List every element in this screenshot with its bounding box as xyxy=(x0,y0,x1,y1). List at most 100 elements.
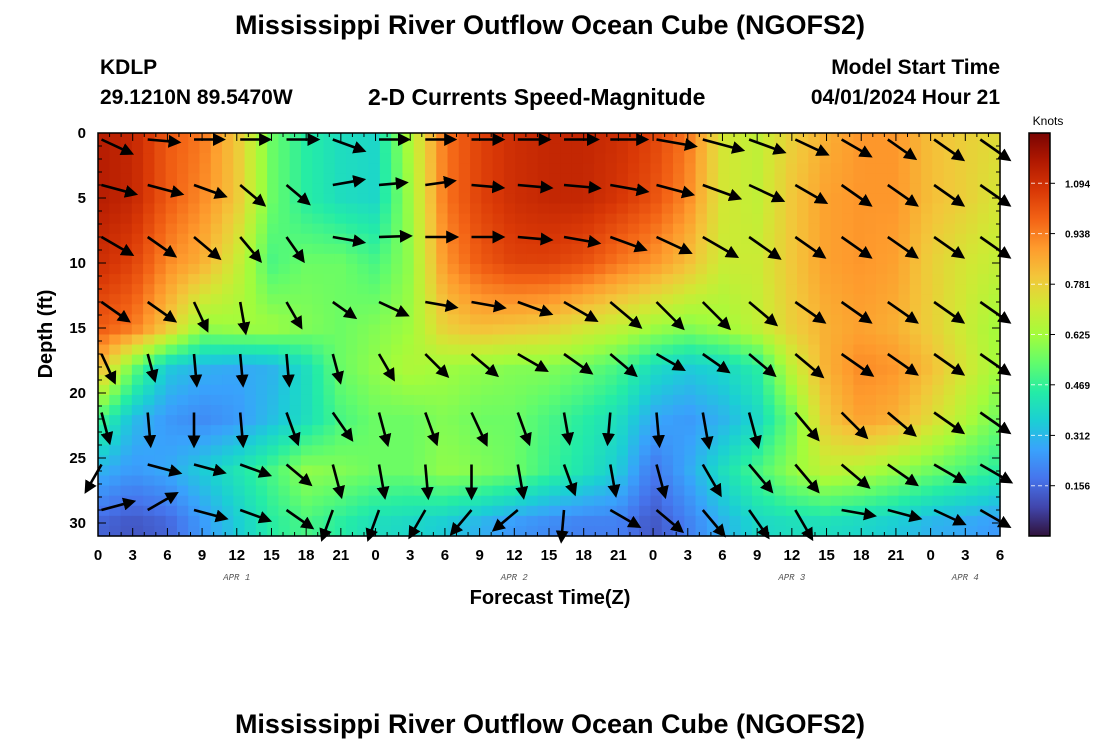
heat-cell xyxy=(785,153,798,164)
heat-cell xyxy=(988,465,1001,477)
heat-cell xyxy=(909,334,922,346)
heat-cell xyxy=(673,334,685,346)
heat-cell xyxy=(740,435,753,446)
heat-cell xyxy=(582,173,595,184)
heat-cell xyxy=(875,515,888,527)
heat-cell xyxy=(267,344,280,356)
heat-cell xyxy=(470,374,482,386)
heat-cell xyxy=(143,344,155,356)
current-vector xyxy=(656,183,696,199)
current-vector xyxy=(887,463,919,487)
heat-cell xyxy=(154,284,167,295)
heat-cell xyxy=(853,263,866,275)
heat-cell xyxy=(537,515,550,527)
heat-cell xyxy=(120,173,133,184)
heat-cell xyxy=(210,263,223,275)
heat-cell xyxy=(312,425,325,436)
heat-cell xyxy=(582,284,595,295)
heat-cell xyxy=(582,274,595,285)
heat-cell xyxy=(98,495,110,507)
heat-cell xyxy=(492,374,505,386)
heat-cell xyxy=(988,213,1001,225)
heat-cell xyxy=(875,243,888,255)
heat-cell xyxy=(887,274,900,285)
heat-cell xyxy=(898,405,911,416)
heat-cell xyxy=(639,253,652,265)
heat-cell xyxy=(109,203,122,215)
heat-cell xyxy=(165,193,178,205)
heat-cell xyxy=(819,515,832,527)
heat-cell xyxy=(706,213,719,225)
heat-cell xyxy=(684,153,697,164)
heat-cell xyxy=(436,183,449,195)
heat-cell xyxy=(571,294,584,305)
heat-cell xyxy=(875,505,888,517)
heat-cell xyxy=(188,324,201,336)
heat-cell xyxy=(887,233,900,245)
heat-cell xyxy=(864,324,877,336)
heat-cell xyxy=(864,173,877,184)
heat-cell xyxy=(436,465,449,477)
heat-cell xyxy=(233,233,246,245)
heat-cell xyxy=(143,143,155,154)
heat-cell xyxy=(853,274,866,285)
heat-cell xyxy=(436,263,449,275)
heat-cell xyxy=(943,253,956,265)
heat-cell xyxy=(751,455,764,467)
heat-cell xyxy=(977,394,990,406)
heat-cell xyxy=(154,223,167,235)
heat-cell xyxy=(729,344,742,356)
heat-cell xyxy=(278,334,291,346)
heat-cell xyxy=(740,485,753,497)
heat-cell xyxy=(774,364,787,376)
heat-cell xyxy=(323,344,336,356)
heat-cell xyxy=(391,193,404,205)
heat-cell xyxy=(639,193,652,205)
heat-cell xyxy=(988,274,1001,285)
heat-cell xyxy=(470,243,482,255)
heat-cell xyxy=(537,405,550,416)
heat-cell xyxy=(943,384,956,396)
heat-cell xyxy=(357,455,370,467)
heat-cell xyxy=(966,183,979,195)
heat-cell xyxy=(582,354,595,366)
heat-cell xyxy=(673,394,685,406)
heat-cell xyxy=(875,415,888,426)
heat-cell xyxy=(109,525,122,537)
heat-cell xyxy=(560,274,573,285)
heat-cell xyxy=(98,384,110,396)
heat-cell xyxy=(424,243,437,255)
heat-cell xyxy=(176,143,189,154)
heat-cell xyxy=(244,233,257,245)
heat-cell xyxy=(120,435,133,446)
heat-cell xyxy=(176,384,189,396)
heat-cell xyxy=(300,284,313,295)
heat-cell xyxy=(481,304,494,315)
heat-cell xyxy=(244,435,257,446)
x-tick-label: 21 xyxy=(610,547,627,564)
heat-cell xyxy=(154,465,167,477)
heat-cell xyxy=(560,193,573,205)
heat-cell xyxy=(774,455,787,467)
heat-cell xyxy=(300,455,313,467)
heat-cell xyxy=(458,324,471,336)
heat-cell xyxy=(582,405,595,416)
heat-cell xyxy=(706,505,719,517)
heat-cell xyxy=(932,274,945,285)
heat-cell xyxy=(650,203,663,215)
heat-cell xyxy=(312,274,325,285)
heat-cell xyxy=(402,374,415,386)
heat-cell xyxy=(98,515,110,527)
current-vector xyxy=(100,235,135,256)
heat-cell xyxy=(526,263,539,275)
heat-cell xyxy=(774,374,787,386)
x-tick-label: 21 xyxy=(888,547,905,564)
heat-cell xyxy=(954,253,967,265)
heat-cell xyxy=(932,485,945,497)
heat-cell xyxy=(165,274,178,285)
heat-cell xyxy=(808,445,821,456)
heat-cell xyxy=(199,425,212,436)
heat-cell xyxy=(188,445,201,456)
heat-cell xyxy=(966,314,979,326)
heat-cell xyxy=(515,153,528,164)
